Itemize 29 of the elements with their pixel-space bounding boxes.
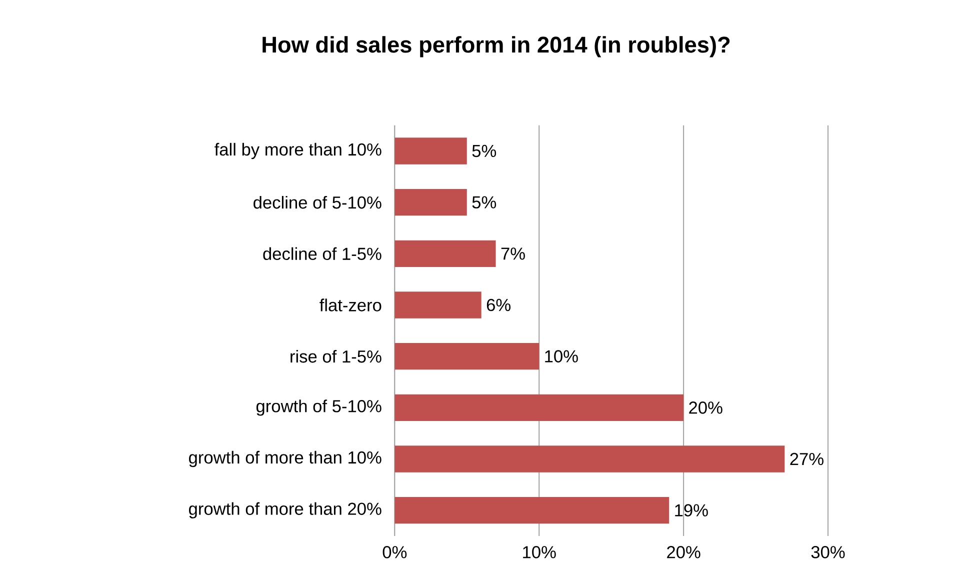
y-tick-label: flat-zero	[320, 298, 382, 312]
data-label: 19%	[675, 504, 708, 516]
bar	[394, 292, 482, 318]
y-tick-label: fall by more than 10%	[214, 142, 382, 160]
chart-title: How did sales perform in 2014 (in roubles)?	[262, 36, 730, 58]
bar	[394, 240, 496, 267]
data-label: 6%	[486, 298, 510, 312]
data-label: 10%	[545, 350, 578, 362]
bar	[394, 446, 785, 472]
bar	[394, 496, 670, 524]
data-label: 5%	[472, 196, 496, 208]
y-tick-label: growth of 5-10%	[256, 400, 382, 416]
data-label: 5%	[472, 144, 496, 158]
y-tick-label: growth of more than 20%	[189, 502, 382, 518]
x-tick-label: 0%	[382, 546, 407, 558]
x-tick-label: 10%	[523, 546, 556, 558]
y-tick-label: decline of 1-5%	[263, 247, 382, 260]
x-tick-label: 20%	[667, 546, 700, 558]
data-label: 20%	[689, 402, 722, 414]
y-tick-label: rise of 1-5%	[290, 350, 382, 363]
bar	[394, 342, 540, 370]
bar	[394, 188, 467, 216]
data-label: 7%	[501, 248, 525, 260]
bar	[394, 138, 467, 164]
data-label: 27%	[790, 452, 824, 466]
y-tick-label: decline of 5-10%	[254, 196, 382, 209]
x-tick-label: 30%	[811, 546, 845, 558]
y-tick-label: growth of more than 10%	[189, 450, 382, 468]
bar	[394, 394, 684, 421]
